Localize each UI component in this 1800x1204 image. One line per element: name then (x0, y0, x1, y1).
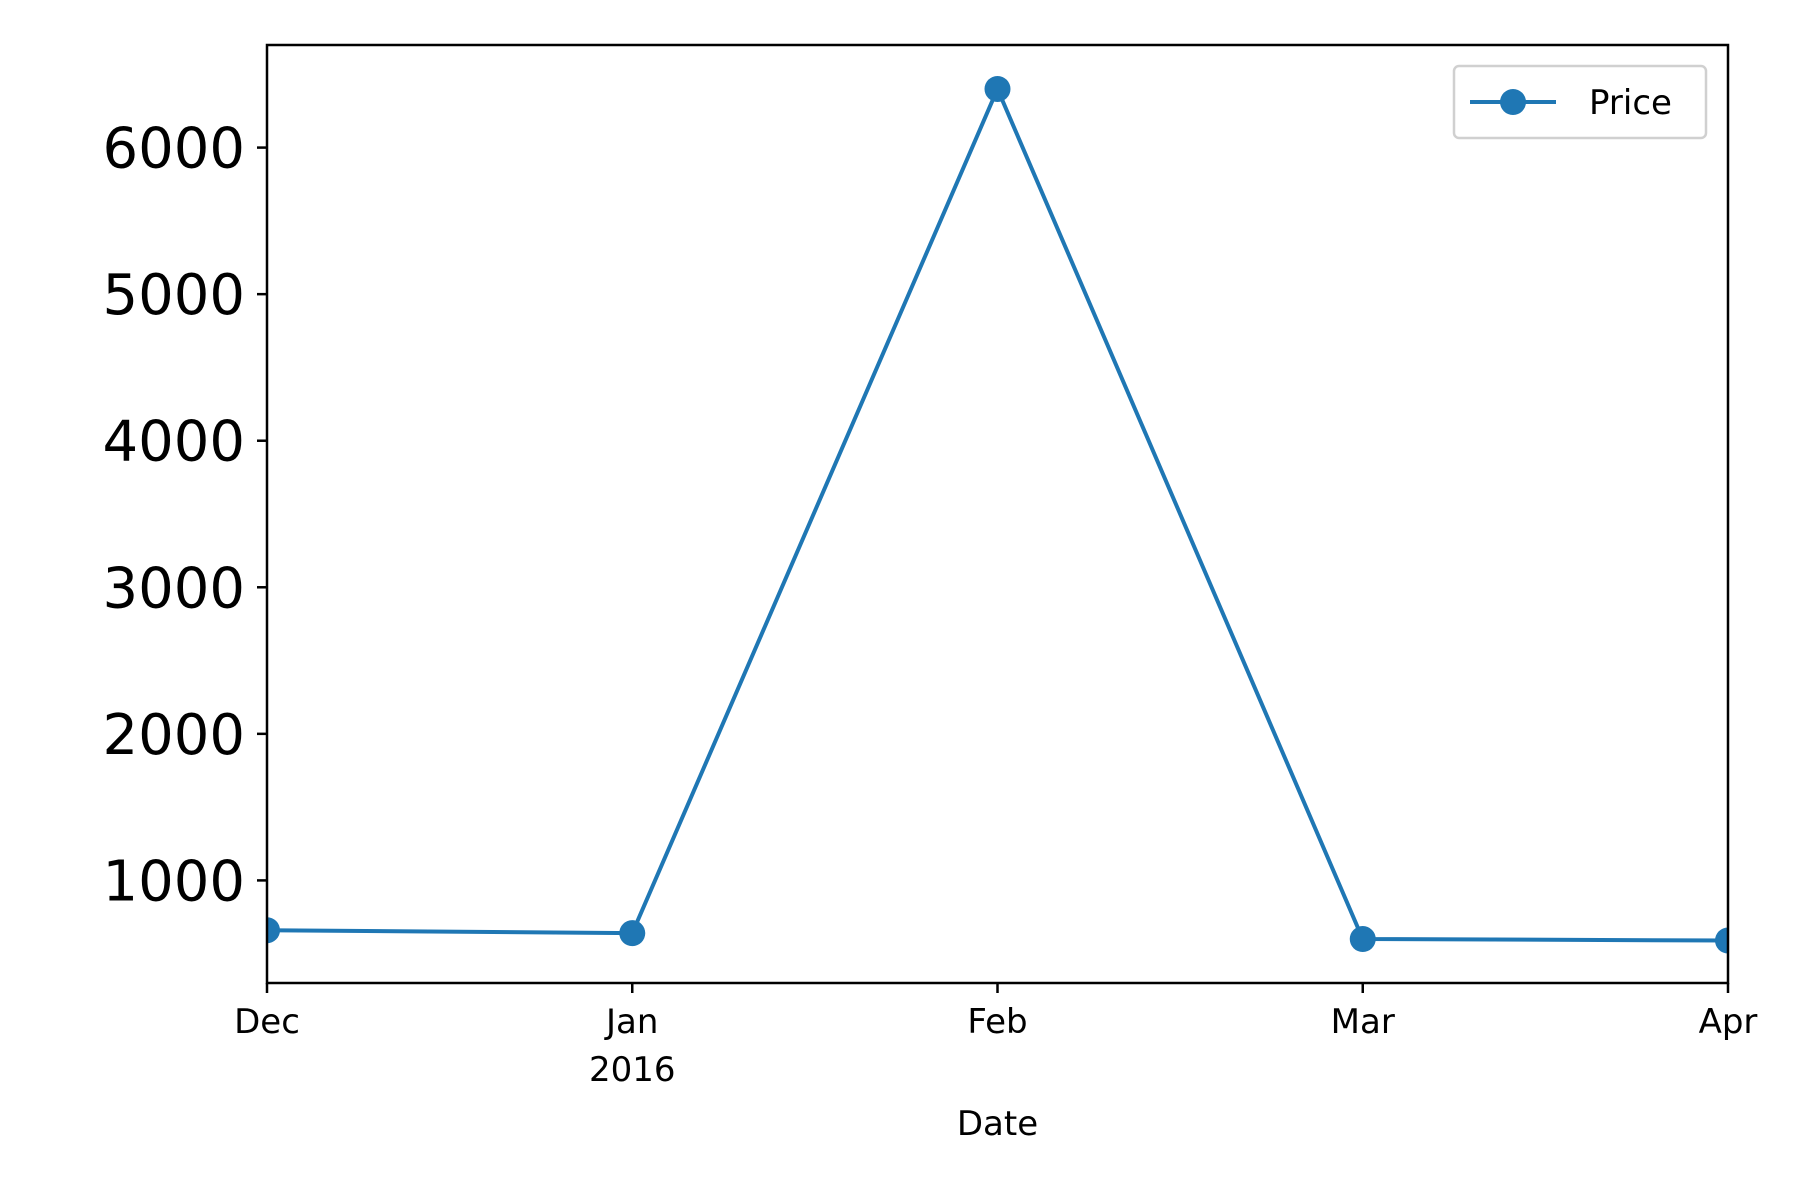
legend-marker (1500, 89, 1526, 115)
x-tick-label: Mar (1331, 1002, 1395, 1042)
x-axis-label: Date (957, 1104, 1038, 1144)
data-point (984, 75, 1011, 102)
y-tick-label: 1000 (102, 849, 245, 914)
plot-frame (265, 43, 1730, 985)
y-tick-label: 3000 (102, 556, 245, 621)
data-point (619, 920, 646, 947)
series-line-price (267, 86, 1728, 943)
legend-box (1452, 64, 1708, 140)
x-axis-ticks: Dec Jan 2016 Feb Mar Apr (234, 983, 1757, 1090)
x-tick-label: Dec (234, 1002, 300, 1042)
data-point (1715, 927, 1728, 954)
y-tick-label: 6000 (102, 117, 245, 182)
y-tick-label: 4000 (102, 410, 245, 475)
legend: Price (1452, 64, 1708, 140)
x-tick-label: Feb (967, 1002, 1027, 1042)
x-tick-sublabel: 2016 (589, 1050, 676, 1090)
data-point (267, 917, 280, 944)
x-tick-label: Jan (604, 1002, 658, 1042)
legend-entry-price: Price (1589, 83, 1672, 123)
series-layer (267, 75, 1728, 954)
data-point (1349, 926, 1376, 953)
y-tick-label: 5000 (102, 263, 245, 328)
y-axis-ticks: 1000 2000 3000 4000 5000 6000 (102, 117, 267, 914)
x-tick-label: Apr (1699, 1002, 1758, 1042)
y-tick-label: 2000 (102, 703, 245, 768)
